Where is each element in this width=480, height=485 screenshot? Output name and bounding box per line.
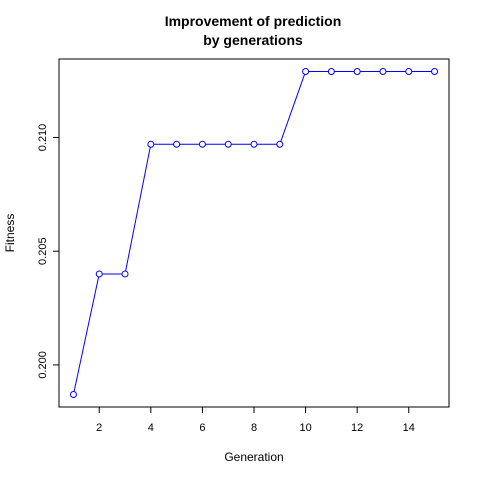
data-point (70, 391, 76, 397)
data-point (406, 69, 412, 75)
x-tick-label: 2 (96, 422, 102, 434)
x-tick-label: 4 (148, 422, 154, 434)
x-tick-label: 6 (199, 422, 205, 434)
x-tick-label: 8 (251, 422, 257, 434)
data-point (122, 271, 128, 277)
data-point (251, 141, 257, 147)
data-point (328, 69, 334, 75)
series-line-segment (74, 277, 99, 392)
data-point (96, 271, 102, 277)
y-tick-label: 0.205 (37, 237, 49, 265)
data-point (148, 141, 154, 147)
chart-title-line-1: Improvement of prediction (165, 13, 342, 29)
data-point (354, 69, 360, 75)
x-tick-label: 14 (403, 422, 415, 434)
x-tick-label: 10 (299, 422, 311, 434)
data-point (432, 69, 438, 75)
data-point (174, 141, 180, 147)
data-point (277, 141, 283, 147)
x-tick-label: 12 (351, 422, 363, 434)
y-tick-label: 0.200 (37, 351, 49, 379)
series-line-segment (281, 74, 305, 141)
x-axis-title: Generation (224, 450, 283, 464)
data-point (303, 69, 309, 75)
data-point (380, 69, 386, 75)
series-layer (70, 69, 437, 398)
y-tick-label: 0.210 (37, 124, 49, 152)
y-axis-title: Fitness (3, 214, 17, 253)
data-point (225, 141, 231, 147)
chart-title-line-2: by generations (203, 32, 303, 48)
plot-frame (59, 59, 449, 407)
data-point (199, 141, 205, 147)
series-line-segment (126, 147, 151, 271)
x-axis: 2 4 6 8 10 12 14 (96, 407, 415, 434)
y-axis: 0.200 0.205 0.210 (37, 124, 59, 379)
